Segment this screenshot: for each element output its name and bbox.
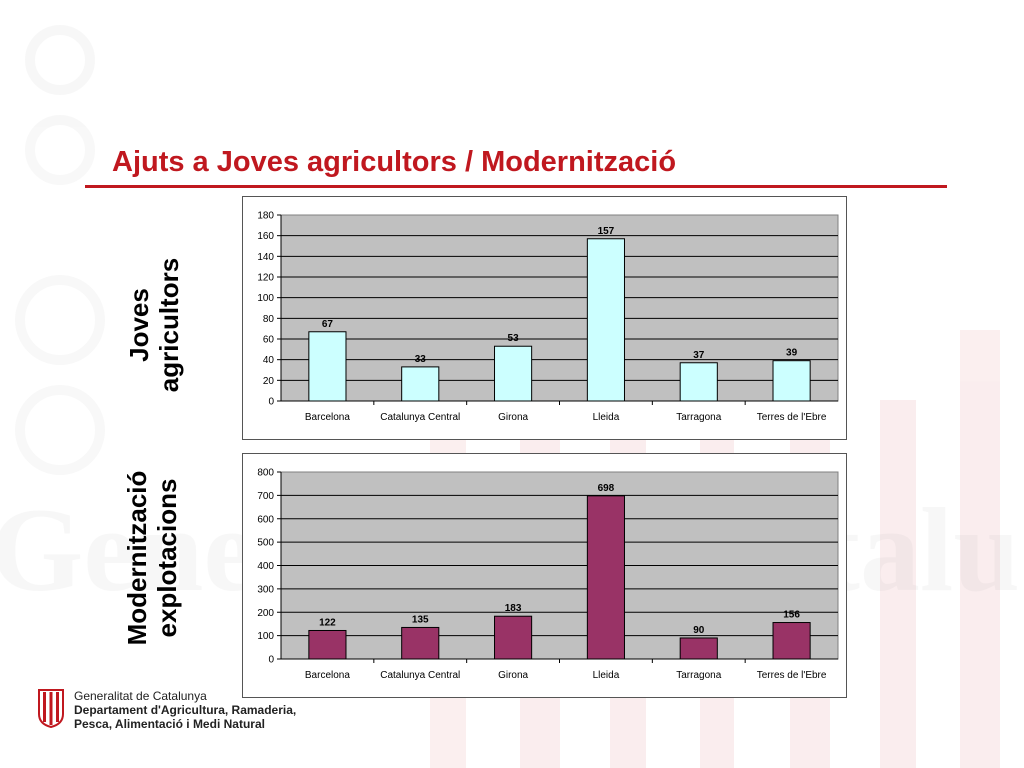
y-tick-label: 140 (257, 252, 274, 263)
x-tick-label: Tarragona (676, 412, 721, 423)
data-label: 698 (598, 483, 615, 494)
y-tick-label: 80 (263, 314, 275, 325)
x-tick-label: Barcelona (305, 670, 350, 681)
bar (586, 495, 625, 660)
x-tick-label: Tarragona (676, 670, 721, 681)
x-tick-label: Girona (498, 670, 528, 681)
axis-label-line: Joves (124, 288, 154, 362)
x-tick-label: Lleida (593, 412, 620, 423)
data-label: 183 (505, 603, 522, 614)
y-tick-label: 180 (257, 211, 274, 222)
data-label: 37 (693, 350, 705, 361)
bar (679, 362, 718, 402)
bar (586, 238, 625, 402)
y-tick-label: 160 (257, 231, 274, 242)
svg-text:Gene: Gene (0, 483, 257, 616)
axis-label-line: Modernització (122, 470, 152, 646)
plot-area (280, 214, 839, 402)
axis-label-modernitzacio: Modernització explotacions (122, 471, 182, 646)
org-line-3: Pesca, Alimentació i Medi Natural (74, 717, 265, 731)
data-label: 157 (598, 226, 615, 237)
y-tick-label: 20 (263, 376, 275, 387)
data-label: 67 (322, 319, 334, 330)
slide-title: Ajuts a Joves agricultors / Modernitzaci… (112, 146, 677, 178)
bar (308, 331, 347, 402)
data-label: 135 (412, 614, 429, 625)
chart-modernitzacio-explotacions: 0 100 200 300 400 500 600 700 800 122 Barcelona 135… (242, 453, 847, 698)
x-tick-label: Lleida (593, 670, 620, 681)
axis-label-joves: Joves agricultors (124, 258, 184, 392)
data-label: 33 (415, 354, 427, 365)
x-tick-label: Terres de l'Ebre (757, 670, 827, 681)
axis-label-line: agricultors (154, 257, 184, 393)
bar (401, 366, 440, 402)
org-line-2: Departament d'Agricultura, Ramaderia, (74, 703, 297, 717)
y-tick-label: 800 (257, 468, 274, 479)
y-tick-label: 400 (257, 561, 274, 572)
x-tick-label: Catalunya Central (380, 670, 460, 681)
bar (308, 629, 347, 660)
data-label: 122 (319, 617, 336, 628)
bar (679, 637, 718, 660)
y-tick-label: 0 (268, 397, 274, 408)
svg-text:talu: talu (820, 483, 1020, 616)
bar (494, 345, 533, 402)
org-line-1: Generalitat de Catalunya (74, 689, 207, 703)
data-label: 53 (508, 333, 520, 344)
y-tick-label: 300 (257, 584, 274, 595)
data-label: 39 (786, 348, 798, 359)
y-tick-label: 200 (257, 608, 274, 619)
chart-svg: 0 20 40 60 80 100 120 140 160 180 67 Barcelona 33 Cat… (257, 211, 839, 423)
bar (772, 622, 811, 660)
x-tick-label: Barcelona (305, 412, 350, 423)
data-label: 90 (693, 625, 705, 636)
chart-svg: 0 100 200 300 400 500 600 700 800 122 Barcelona 135… (257, 468, 839, 681)
y-tick-label: 600 (257, 514, 274, 525)
x-tick-label: Girona (498, 412, 528, 423)
x-tick-label: Terres de l'Ebre (757, 412, 827, 423)
y-tick-label: 120 (257, 273, 274, 284)
y-tick-label: 100 (257, 293, 274, 304)
data-label: 156 (783, 610, 800, 621)
title-underline (85, 185, 947, 188)
y-tick-label: 0 (268, 655, 274, 666)
y-tick-label: 500 (257, 538, 274, 549)
y-tick-label: 40 (263, 355, 275, 366)
axis-label-line: explotacions (152, 478, 182, 638)
bar (494, 615, 533, 660)
organization-name: Generalitat de Catalunya Departament d'A… (74, 689, 296, 731)
chart-joves-agricultors: 0 20 40 60 80 100 120 140 160 180 67 Barcelona 33 Cat… (242, 196, 847, 440)
generalitat-stripes-icon (38, 689, 64, 728)
y-tick-label: 60 (263, 335, 275, 346)
x-tick-label: Catalunya Central (380, 412, 460, 423)
y-tick-label: 100 (257, 631, 274, 642)
bar (401, 626, 440, 660)
y-tick-label: 700 (257, 491, 274, 502)
bar (772, 360, 811, 402)
